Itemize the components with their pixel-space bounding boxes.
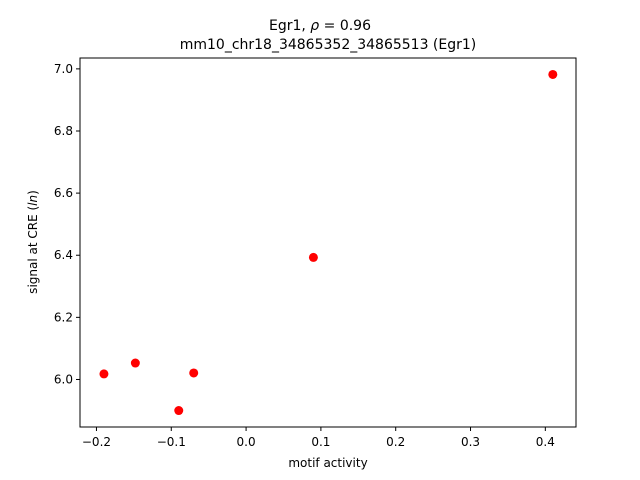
data-point [308,252,318,262]
y-tick-label: 6.4 [54,248,73,262]
x-tick-label: 0.4 [536,435,555,449]
y-axis-ticks: 6.0 6.2 6.4 6.6 6.8 7.0 [54,62,80,386]
data-point [99,369,109,379]
y-tick-label: 6.6 [54,186,73,200]
x-tick-label: 0.3 [461,435,480,449]
x-axis-label: motif activity [288,456,367,470]
y-axis-label: signal at CRE (ln) [26,190,40,294]
data-point [174,406,184,416]
x-tick-label: 0.2 [386,435,405,449]
x-tick-label: −0.2 [82,435,111,449]
y-tick-label: 6.0 [54,372,73,386]
data-point [548,69,558,79]
data-point [189,368,199,378]
plot-frame [79,57,577,428]
y-tick-label: 7.0 [54,62,73,76]
chart-title-line1: Egr1, ρ = 0.96 [269,18,371,34]
x-tick-label: −0.1 [157,435,186,449]
x-axis-ticks: −0.2 −0.1 0.0 0.1 0.2 0.3 0.4 [82,427,555,449]
chart-title-line2: mm10_chr18_34865352_34865513 (Egr1) [180,37,477,53]
y-tick-label: 6.8 [54,124,73,138]
x-tick-label: 0.1 [311,435,330,449]
data-points [99,69,558,416]
x-tick-label: 0.0 [237,435,256,449]
data-point [130,358,140,368]
y-tick-label: 6.2 [54,310,73,324]
